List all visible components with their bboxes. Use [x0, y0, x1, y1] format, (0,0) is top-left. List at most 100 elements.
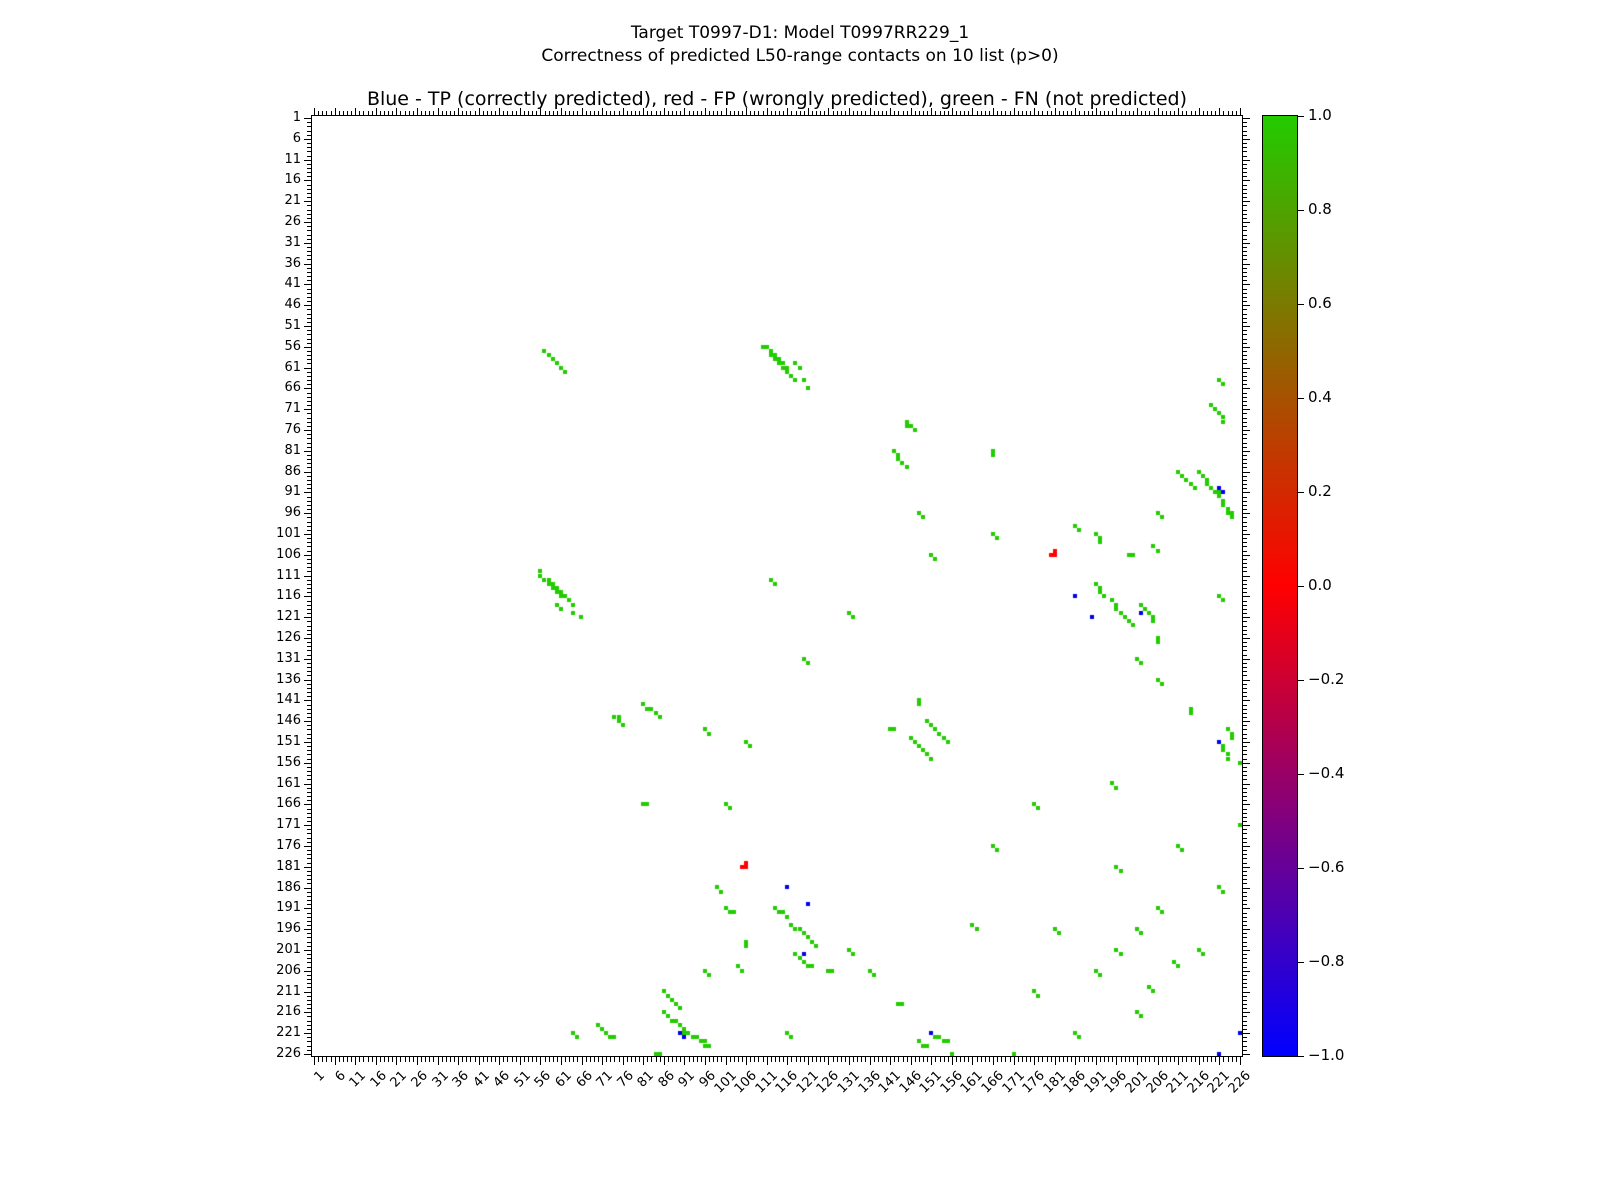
x-tick-major-top: [951, 108, 953, 116]
x-tick-minor: [676, 1057, 678, 1062]
x-tick-major-top: [1013, 108, 1015, 116]
x-tick-minor: [1071, 1057, 1073, 1062]
x-tick-minor-top: [1067, 111, 1069, 116]
x-tick-minor: [1186, 1057, 1188, 1062]
y-tick-minor-right: [1243, 662, 1247, 664]
y-tick-major-right: [1243, 741, 1250, 743]
x-tick-minor: [968, 1057, 970, 1062]
y-tick-minor-right: [1243, 571, 1247, 573]
y-tick-minor: [307, 675, 311, 677]
y-tick-minor-right: [1243, 812, 1247, 814]
x-tick-minor-top: [737, 111, 739, 116]
y-tick-major: [304, 430, 311, 432]
x-tick-major-top: [334, 108, 336, 116]
x-tick-minor-top: [367, 111, 369, 116]
y-tick-minor: [307, 841, 311, 843]
x-tick-minor-top: [528, 111, 530, 116]
x-tick-minor-top: [1025, 111, 1027, 116]
x-tick-minor: [1202, 1057, 1204, 1062]
x-tick-minor: [692, 1057, 694, 1062]
x-tick-minor: [927, 1057, 929, 1062]
x-tick-minor-top: [466, 111, 468, 116]
y-tick-minor-right: [1243, 234, 1247, 236]
x-tick-major: [1034, 1057, 1036, 1065]
x-tick-minor: [688, 1057, 690, 1062]
y-tick-major: [304, 263, 311, 265]
y-tick-minor-right: [1243, 754, 1247, 756]
x-tick-minor: [589, 1057, 591, 1062]
x-tick-label: 16: [367, 1068, 390, 1091]
y-tick-minor-right: [1243, 288, 1247, 290]
x-tick-minor-top: [470, 111, 472, 116]
x-tick-minor-top: [1145, 111, 1147, 116]
y-tick-label: 151: [276, 733, 301, 749]
x-tick-major: [766, 1057, 768, 1065]
x-tick-minor-top: [565, 111, 567, 116]
x-tick-minor: [980, 1057, 982, 1062]
x-tick-minor: [371, 1057, 373, 1062]
y-tick-major: [304, 783, 311, 785]
x-tick-minor-top: [655, 111, 657, 116]
y-tick-label: 26: [284, 214, 301, 230]
y-tick-minor-right: [1243, 933, 1247, 935]
y-tick-minor-right: [1243, 209, 1247, 211]
x-tick-minor-top: [877, 111, 879, 116]
y-tick-minor: [307, 945, 311, 947]
x-tick-label: 51: [511, 1068, 534, 1091]
x-tick-minor-top: [832, 111, 834, 116]
x-tick-major-top: [1157, 108, 1159, 116]
x-tick-label: 11: [346, 1068, 370, 1091]
y-tick-minor-right: [1243, 592, 1247, 594]
x-tick-minor-top: [1079, 111, 1081, 116]
y-tick-minor: [307, 600, 311, 602]
y-tick-major-right: [1243, 908, 1250, 910]
colorbar-tick-label: 1.0: [1308, 106, 1332, 124]
y-tick-minor: [307, 400, 311, 402]
x-tick-minor: [544, 1057, 546, 1062]
x-tick-minor-top: [779, 111, 781, 116]
x-tick-minor-top: [956, 111, 957, 116]
y-tick-label: 221: [276, 1025, 301, 1041]
x-tick-major: [869, 1057, 871, 1065]
y-tick-minor: [307, 205, 311, 207]
y-tick-minor-right: [1243, 604, 1247, 606]
y-tick-major-right: [1243, 201, 1250, 203]
y-tick-label: 71: [284, 401, 301, 417]
y-tick-minor: [307, 359, 311, 361]
y-tick-minor-right: [1243, 883, 1247, 885]
y-tick-minor-right: [1243, 858, 1247, 860]
x-tick-minor-top: [886, 111, 888, 116]
y-tick-minor: [307, 837, 311, 839]
x-tick-major-top: [1095, 108, 1097, 116]
x-tick-major-top: [540, 108, 542, 116]
y-tick-major-right: [1243, 783, 1250, 785]
colorbar-tick: [1298, 962, 1304, 963]
y-tick-minor: [307, 725, 311, 727]
colorbar-tick: [1298, 774, 1304, 775]
y-tick-minor: [307, 1041, 311, 1043]
y-tick-label: 86: [284, 463, 301, 479]
colorbar-tick: [1298, 868, 1304, 869]
y-tick-minor: [307, 1004, 311, 1005]
x-tick-minor: [988, 1057, 990, 1062]
x-tick-minor-top: [927, 111, 929, 116]
x-tick-major-top: [807, 108, 809, 116]
x-tick-major-top: [560, 108, 562, 116]
y-tick-major: [304, 513, 311, 515]
y-tick-label: 131: [276, 650, 301, 666]
x-tick-minor-top: [585, 111, 587, 116]
x-tick-minor: [861, 1057, 863, 1062]
y-tick-minor-right: [1243, 355, 1247, 357]
y-tick-label: 201: [276, 941, 301, 957]
y-tick-major: [304, 866, 311, 868]
y-tick-label: 176: [276, 837, 301, 853]
x-tick-minor-top: [1083, 111, 1085, 116]
y-tick-minor: [307, 633, 311, 635]
x-tick-minor-top: [647, 111, 649, 116]
y-tick-minor-right: [1243, 276, 1247, 278]
x-tick-minor: [1025, 1057, 1027, 1062]
y-tick-minor: [307, 163, 311, 165]
y-tick-minor-right: [1243, 900, 1247, 902]
x-tick-minor: [1223, 1057, 1225, 1062]
y-tick-major: [304, 887, 311, 889]
